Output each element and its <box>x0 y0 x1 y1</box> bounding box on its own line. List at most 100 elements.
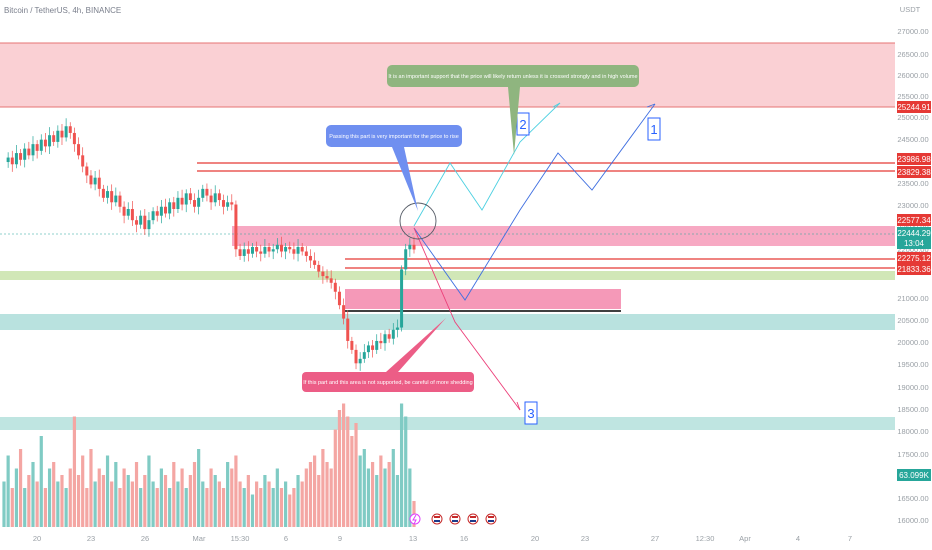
us-flag-icon[interactable] <box>431 513 443 525</box>
volume-bar <box>362 449 366 527</box>
volume-bar <box>370 462 375 527</box>
candle-body <box>56 130 60 142</box>
note-green-pointer <box>508 87 520 155</box>
candle-body <box>19 153 23 160</box>
price-tag-23986: 23986.98 <box>897 155 931 164</box>
price-tag-25244-bg <box>897 101 931 113</box>
candle-body <box>279 244 283 252</box>
candle-body <box>168 202 172 214</box>
us-flag-icon[interactable] <box>485 513 497 525</box>
candle-body <box>35 144 39 151</box>
time-axis[interactable]: 20 23 26 Mar 15:30 6 9 13 16 20 23 27 12:30 Apr 4 7 <box>33 534 852 543</box>
us-flag-icon[interactable] <box>467 513 479 525</box>
candle-body <box>213 193 217 203</box>
marker-1-box <box>647 117 661 141</box>
candle-body <box>296 247 300 254</box>
volume-bar <box>242 488 246 527</box>
x-tick-label: 15:30 <box>231 534 250 543</box>
candle-body <box>383 334 387 344</box>
candle-body <box>217 193 221 201</box>
price-tag-22444-bg <box>897 227 931 249</box>
candle-body <box>130 208 134 221</box>
candle-body <box>60 130 64 138</box>
candle-body <box>126 208 130 216</box>
price-tags: 25244.91 23986.98 23829.38 22577.34 2244… <box>897 101 931 481</box>
event-icons[interactable] <box>409 513 497 525</box>
volume-bar <box>52 462 56 527</box>
y-tick-label: 26500.00 <box>897 50 928 59</box>
symbol-title: Bitcoin / TetherUS, 4h, BINANCE <box>4 6 121 15</box>
x-tick-label: 26 <box>141 534 149 543</box>
lightning-icon-glyph <box>412 514 417 525</box>
y-tick-label: 21000.00 <box>897 294 928 303</box>
candle-body <box>325 276 329 279</box>
volume-bar <box>337 410 342 527</box>
price-tag-21833: 21833.36 <box>897 265 931 274</box>
price-tag-21833-bg <box>897 263 931 275</box>
x-tick-label: 27 <box>651 534 659 543</box>
volume-bar <box>304 468 308 527</box>
volume-bar <box>60 475 64 527</box>
note-blue[interactable]: Passing this part is very important for … <box>326 125 462 211</box>
y-tick-label: 16500.00 <box>897 494 928 503</box>
price-tag-22444: 22444.29 <box>897 229 931 238</box>
volume-bar <box>130 481 134 527</box>
volume-bar <box>279 488 284 527</box>
candle-body <box>89 175 93 185</box>
y-tick-label: 23500.00 <box>897 179 928 188</box>
volume-bar <box>408 468 412 527</box>
volume-bar <box>23 488 27 527</box>
volume-bar <box>284 481 288 527</box>
volume-bar <box>383 468 387 527</box>
green-support-zone <box>0 314 895 330</box>
volume-bar <box>151 481 155 527</box>
volume-bar <box>395 475 400 527</box>
candle-body <box>114 195 118 203</box>
volume-bar <box>217 481 221 527</box>
volume-bar <box>126 475 130 527</box>
volume-bar <box>341 403 346 527</box>
y-tick-label: 19000.00 <box>897 383 928 392</box>
x-tick-label: 20 <box>33 534 41 543</box>
scenario-paths <box>399 102 656 411</box>
volume-bar <box>230 468 234 527</box>
volume-bar <box>346 416 350 527</box>
candle-body <box>350 340 354 350</box>
note-green[interactable]: It is an important support that the pric… <box>387 65 639 155</box>
candle-body <box>180 197 184 205</box>
us-flag-icons[interactable] <box>431 513 497 525</box>
note-green-box <box>387 65 639 87</box>
marker-2-box <box>516 112 530 136</box>
volume-bar <box>271 488 275 527</box>
x-tick-label: 4 <box>796 534 800 543</box>
volume-bar <box>39 436 43 527</box>
us-flag-stripe <box>452 516 458 518</box>
x-tick-label: 16 <box>460 534 468 543</box>
scenario-3-path <box>413 227 521 411</box>
candle-body <box>23 148 27 160</box>
y-tick-label: 22000.00 <box>897 245 928 254</box>
us-flag-icon[interactable] <box>449 513 461 525</box>
volume-bar <box>329 468 333 527</box>
currency-label: USDT <box>900 5 921 14</box>
scenario-2-arrowhead <box>552 102 561 108</box>
y-tick-label: 26000.00 <box>897 71 928 80</box>
candle-body <box>226 202 230 207</box>
volume-bar <box>31 462 35 527</box>
volume-bar <box>14 468 19 527</box>
candle-body <box>139 215 143 225</box>
candle-body <box>193 200 197 207</box>
candle-body <box>246 249 250 254</box>
volume-bar <box>188 475 192 527</box>
lightning-icon[interactable] <box>409 513 421 525</box>
volume-bar <box>35 481 39 527</box>
us-flag-stripe <box>470 520 476 522</box>
volume-bar <box>308 462 313 527</box>
x-tick-label: 6 <box>284 534 288 543</box>
note-pink[interactable]: If this part and this area is not suppor… <box>302 318 474 392</box>
candle-body <box>263 247 267 254</box>
volume-bar <box>147 455 151 527</box>
volume-bar <box>234 455 238 527</box>
candle-body <box>358 358 362 364</box>
